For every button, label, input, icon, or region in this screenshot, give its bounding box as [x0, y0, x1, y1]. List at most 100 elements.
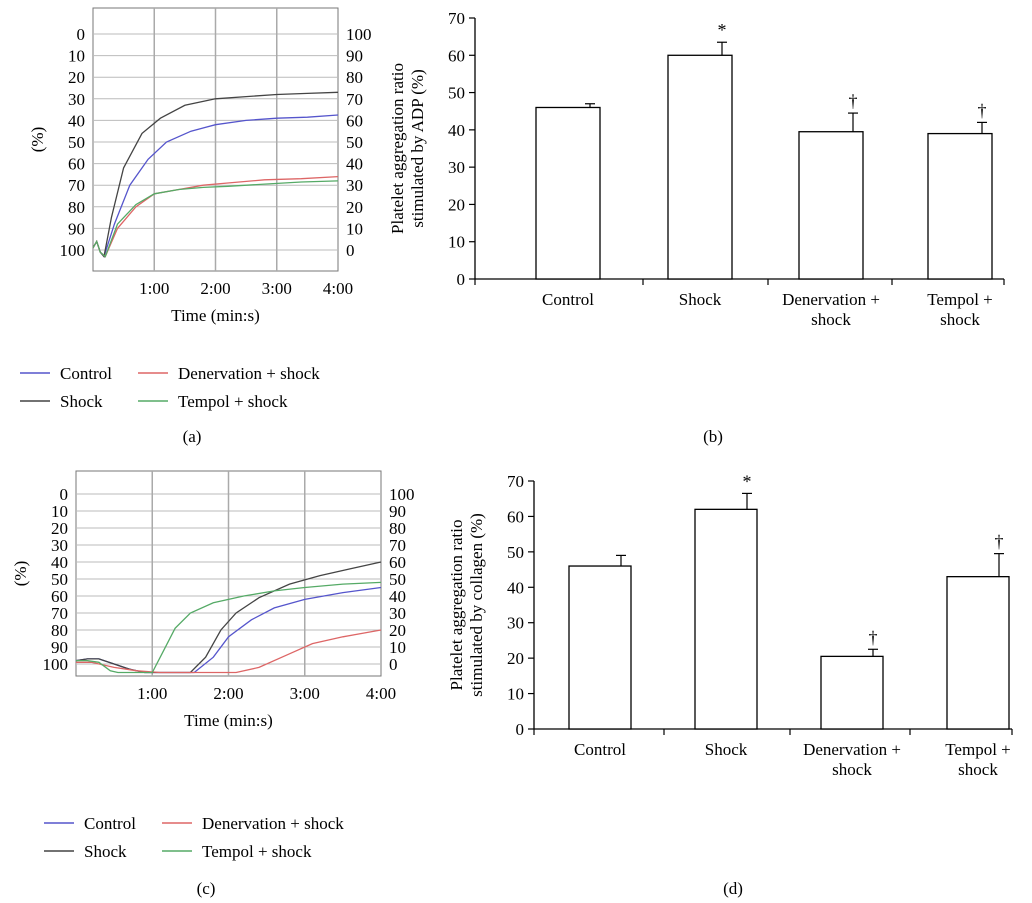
x-tick-label: 4:00: [323, 279, 353, 298]
y-left-tick-label: 20: [68, 68, 85, 87]
x-tick-label: 2:00: [200, 279, 230, 298]
legend-label: Tempol + shock: [202, 842, 312, 861]
series-line-denervation-shock: [76, 629, 382, 674]
panel-label: (a): [183, 427, 202, 446]
series-line-tempol-shock: [76, 581, 382, 674]
x-axis-label: Time (min:s): [171, 306, 260, 325]
y-right-tick-label: 70: [346, 90, 363, 109]
y-tick-label: 40: [448, 121, 465, 140]
y-left-tick-label: 10: [68, 47, 85, 66]
bar: [820, 655, 884, 730]
y-right-tick-label: 20: [389, 621, 406, 640]
significance-marker: †: [978, 100, 987, 120]
y-right-tick-label: 100: [389, 485, 415, 504]
y-left-tick-label: 0: [77, 25, 86, 44]
significance-marker: *: [743, 471, 752, 491]
line-chart-c: 0102030405060708090100100908070605040302…: [11, 470, 415, 730]
y-tick-label: 30: [448, 158, 465, 177]
y-left-tick-label: 40: [51, 553, 68, 572]
y-tick-label: 70: [448, 9, 465, 28]
category-label: Control: [542, 290, 594, 309]
y-left-tick-label: 70: [68, 176, 85, 195]
y-right-tick-label: 50: [389, 570, 406, 589]
bar: [535, 106, 601, 280]
y-tick-label: 0: [516, 720, 525, 739]
y-left-tick-label: 60: [68, 155, 85, 174]
bar: [927, 132, 993, 280]
y-right-tick-label: 0: [346, 241, 355, 260]
x-tick-label: 1:00: [137, 684, 167, 703]
y-right-tick-label: 60: [346, 111, 363, 130]
panel-label: (d): [723, 879, 743, 898]
significance-marker: *: [718, 20, 727, 40]
significance-marker: †: [869, 627, 878, 647]
bar-chart-d: 0 10 20 30 40 50 60 70 Control * Shock † Denervation…: [447, 471, 1013, 779]
bar: [694, 508, 758, 730]
y-left-tick-label: 50: [68, 133, 85, 152]
y-tick-label: 30: [507, 614, 524, 633]
y-right-tick-label: 80: [346, 68, 363, 87]
bar: [568, 565, 632, 730]
x-tick-label: 3:00: [290, 684, 320, 703]
y-left-tick-label: 60: [51, 587, 68, 606]
bar: [667, 54, 733, 280]
y-left-tick-label: 10: [51, 502, 68, 521]
y-right-tick-label: 30: [389, 604, 406, 623]
y-left-tick-label: 80: [68, 198, 85, 217]
y-right-tick-label: 30: [346, 176, 363, 195]
y-left-tick-label: 70: [51, 604, 68, 623]
category-label: Denervation + shock: [782, 290, 880, 329]
y-left-tick-label: 0: [60, 485, 69, 504]
y-tick-label: 0: [457, 270, 466, 289]
y-left-tick-label: 90: [68, 219, 85, 238]
legend: Control Denervation + shock Shock Tempol + …: [20, 364, 320, 411]
y-right-tick-label: 40: [389, 587, 406, 606]
y-tick-label: 10: [507, 685, 524, 704]
y-left-tick-label: 100: [60, 241, 86, 260]
y-right-tick-label: 40: [346, 155, 363, 174]
y-right-tick-label: 60: [389, 553, 406, 572]
bar-chart-b: 0 10 20 30 40 50 60 70 Control * Shock † Denervation…: [388, 9, 1005, 329]
y-left-tick-label: 50: [51, 570, 68, 589]
panel-label: (c): [197, 879, 216, 898]
panel-label: (b): [703, 427, 723, 446]
y-axis-label: (%): [28, 127, 47, 152]
category-label: Shock: [705, 740, 748, 759]
y-left-tick-label: 30: [51, 536, 68, 555]
y-right-tick-label: 10: [346, 219, 363, 238]
x-axis-label: Time (min:s): [184, 711, 273, 730]
y-right-tick-label: 50: [346, 133, 363, 152]
y-right-tick-label: 80: [389, 519, 406, 538]
x-tick-label: 4:00: [366, 684, 396, 703]
y-right-tick-label: 70: [389, 536, 406, 555]
y-tick-label: 40: [507, 578, 524, 597]
y-left-tick-label: 80: [51, 621, 68, 640]
category-label: Denervation + shock: [803, 740, 901, 779]
legend-label: Control: [60, 364, 112, 383]
significance-marker: †: [995, 532, 1004, 552]
y-tick-label: 20: [448, 195, 465, 214]
line-chart-a: 0102030405060708090100100908070605040302…: [28, 7, 372, 325]
y-tick-label: 60: [507, 507, 524, 526]
x-tick-label: 1:00: [139, 279, 169, 298]
y-right-tick-label: 90: [346, 47, 363, 66]
y-right-tick-label: 20: [346, 198, 363, 217]
y-tick-label: 20: [507, 649, 524, 668]
category-label: Tempol + shock: [927, 290, 993, 329]
y-left-tick-label: 90: [51, 638, 68, 657]
legend-label: Control: [84, 814, 136, 833]
legend-label: Denervation + shock: [178, 364, 320, 383]
legend-label: Shock: [84, 842, 127, 861]
bar: [946, 576, 1010, 730]
y-axis-label: Platelet aggregation ratiostimulated by …: [388, 63, 427, 234]
category-label: Shock: [679, 290, 722, 309]
y-tick-label: 50: [448, 84, 465, 103]
y-tick-label: 10: [448, 233, 465, 252]
x-tick-label: 3:00: [262, 279, 292, 298]
legend-label: Denervation + shock: [202, 814, 344, 833]
legend-label: Tempol + shock: [178, 392, 288, 411]
y-right-tick-label: 100: [346, 25, 372, 44]
y-tick-label: 70: [507, 472, 524, 491]
y-right-tick-label: 0: [389, 655, 398, 674]
